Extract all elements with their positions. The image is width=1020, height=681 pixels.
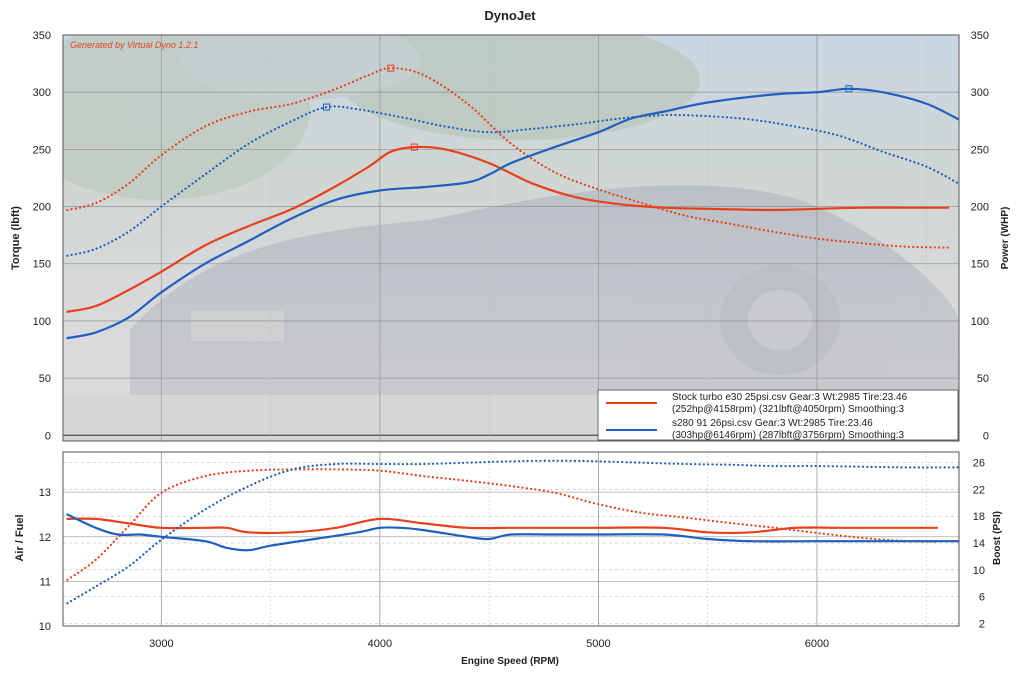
peak-marker bbox=[845, 85, 853, 93]
watermark-text: Generated by Virtual Dyno 1.2.1 bbox=[70, 40, 198, 50]
y-axis-title-air-fuel: Air / Fuel bbox=[14, 514, 26, 561]
torque-tick-label: 100 bbox=[33, 316, 51, 328]
series-line-red-dotted bbox=[66, 67, 950, 249]
torque-tick-label: 0 bbox=[45, 430, 51, 442]
boost-tick-label: 6 bbox=[979, 592, 985, 604]
legend-label-line2: (252hp@4158rpm) (321lbft@4050rpm) Smooth… bbox=[672, 404, 905, 415]
boost-tick-label: 14 bbox=[973, 538, 985, 550]
power-tick-label: 200 bbox=[971, 202, 989, 214]
chart-title: DynoJet bbox=[484, 8, 536, 23]
boost-tick-label: 2 bbox=[979, 618, 985, 630]
legend: Stock turbo e30 25psi.csv Gear:3 Wt:2985… bbox=[597, 389, 959, 441]
bottom-grid bbox=[63, 452, 959, 627]
peak-marker bbox=[410, 143, 418, 151]
boost-tick-label: 18 bbox=[973, 511, 985, 523]
x-axis-title: Engine Speed (RPM) bbox=[461, 656, 559, 667]
torque-tick-label: 150 bbox=[33, 259, 51, 271]
bottom-plot-frame bbox=[62, 451, 960, 627]
series-line-red-dotted bbox=[66, 468, 939, 581]
x-tick-label: 5000 bbox=[586, 638, 610, 650]
air-fuel-tick-label: 12 bbox=[39, 532, 51, 544]
x-tick-label: 3000 bbox=[149, 638, 173, 650]
legend-label-line2: (303hp@6146rpm) (287lbft@3756rpm) Smooth… bbox=[672, 430, 905, 441]
torque-tick-label: 300 bbox=[33, 87, 51, 99]
peak-marker bbox=[323, 103, 331, 111]
torque-tick-label: 250 bbox=[33, 144, 51, 156]
legend-box bbox=[597, 389, 959, 441]
bottom-series-layer bbox=[66, 459, 959, 605]
torque-tick-label: 50 bbox=[39, 373, 51, 385]
power-tick-label: 250 bbox=[971, 144, 989, 156]
top-series-layer bbox=[66, 64, 959, 340]
torque-tick-label: 350 bbox=[33, 30, 51, 42]
peak-marker bbox=[387, 64, 395, 72]
y2-axis-title-boost: Boost (PSI) bbox=[992, 511, 1003, 565]
air-fuel-tick-label: 11 bbox=[40, 576, 51, 588]
series-line-blue-solid bbox=[66, 87, 959, 340]
torque-tick-label: 200 bbox=[33, 202, 51, 214]
legend-entry-stock-turbo: Stock turbo e30 25psi.csv Gear:3 Wt:2985… bbox=[606, 392, 908, 415]
tick-labels: 0 0 50 50 100 100 150 150 200 200 250 250 300 300 350 3… bbox=[33, 30, 989, 650]
power-tick-label: 0 bbox=[983, 430, 989, 442]
power-tick-label: 50 bbox=[977, 373, 989, 385]
top-plot-frame bbox=[62, 34, 960, 442]
legend-label-line1: s280 91 26psi.csv Gear:3 Wt:2985 Tire:23… bbox=[672, 418, 873, 429]
boost-tick-label: 10 bbox=[973, 565, 985, 577]
lower-plot-background bbox=[63, 452, 959, 626]
legend-entry-s280: s280 91 26psi.csv Gear:3 Wt:2985 Tire:23… bbox=[606, 418, 905, 441]
power-tick-label: 350 bbox=[971, 30, 989, 42]
power-tick-label: 300 bbox=[971, 87, 989, 99]
y2-axis-title-power: Power (WHP) bbox=[1000, 207, 1011, 270]
air-fuel-tick-label: 13 bbox=[39, 487, 51, 499]
power-tick-label: 150 bbox=[971, 259, 989, 271]
series-line-blue-solid bbox=[66, 513, 959, 552]
legend-label-line1: Stock turbo e30 25psi.csv Gear:3 Wt:2985… bbox=[672, 392, 908, 403]
power-tick-label: 100 bbox=[971, 316, 989, 328]
x-tick-label: 6000 bbox=[805, 638, 829, 650]
x-tick-label: 4000 bbox=[368, 638, 392, 650]
series-line-blue-dotted bbox=[66, 459, 959, 605]
series-line-red-solid bbox=[66, 517, 939, 534]
y-axis-title-torque: Torque (lbft) bbox=[10, 206, 22, 270]
boost-tick-label: 26 bbox=[973, 458, 985, 470]
series-line-blue-dotted bbox=[66, 105, 959, 257]
boost-tick-label: 22 bbox=[973, 484, 985, 496]
air-fuel-tick-label: 10 bbox=[39, 621, 51, 633]
series-line-red-solid bbox=[66, 145, 950, 313]
